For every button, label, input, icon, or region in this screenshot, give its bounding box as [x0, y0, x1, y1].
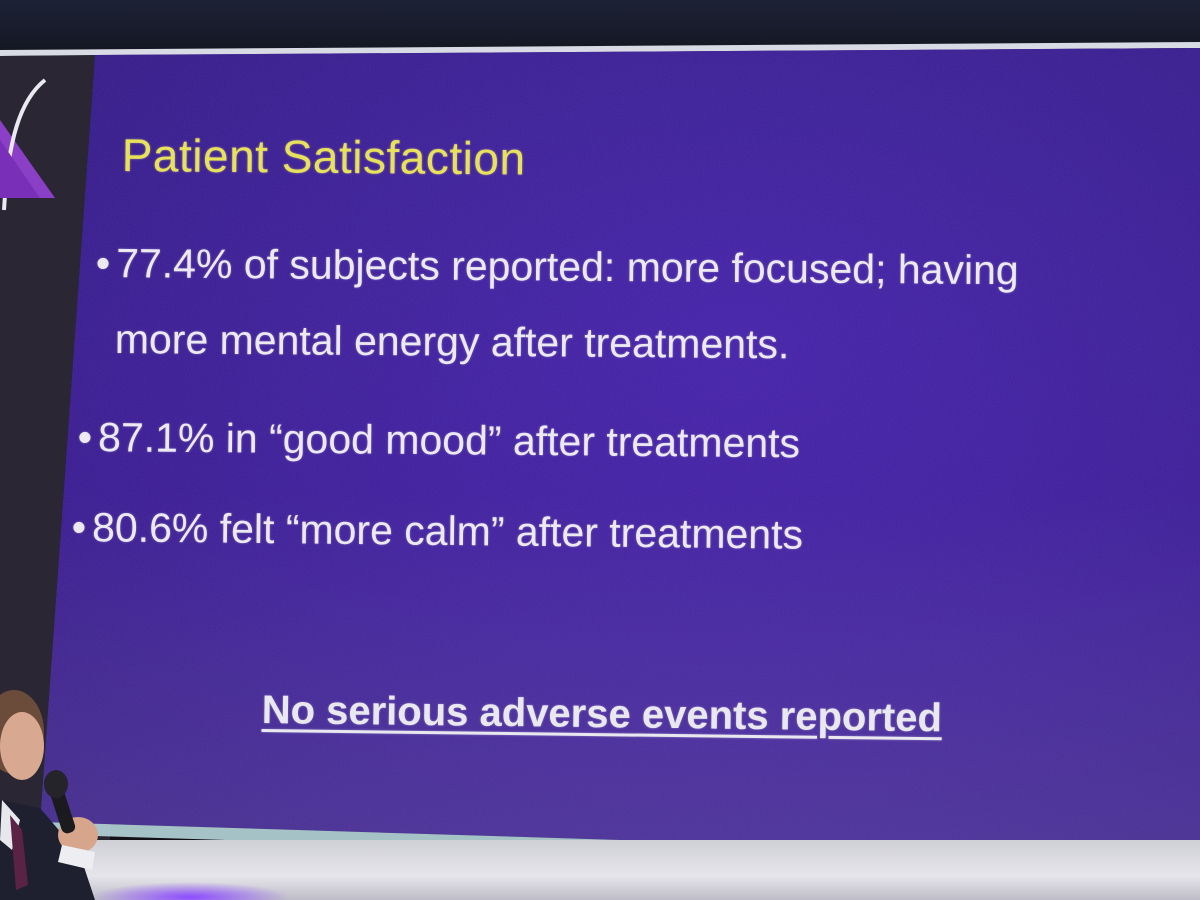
speaker-figure: [0, 690, 98, 900]
logo-fragment-icon: [0, 78, 55, 211]
microphone-icon: [44, 770, 76, 834]
stage-light-glow: [90, 882, 290, 900]
